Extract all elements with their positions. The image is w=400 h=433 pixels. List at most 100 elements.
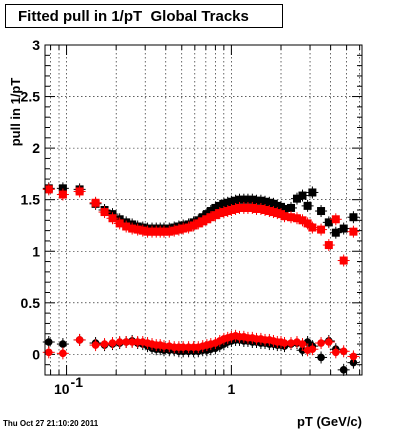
data-point	[339, 366, 348, 374]
data-point	[332, 348, 340, 357]
data-point	[280, 204, 289, 213]
data-series	[42, 182, 360, 376]
data-point	[280, 212, 289, 221]
data-point	[308, 188, 317, 197]
data-point	[248, 203, 257, 212]
data-point	[256, 196, 265, 205]
data-point	[308, 345, 317, 354]
series-red-circle	[42, 329, 360, 363]
y-tick-label: 2.5	[21, 89, 41, 105]
data-point	[256, 204, 265, 213]
y-tick-label: 1.5	[21, 192, 41, 208]
chart-title-box: Fitted pull in 1/pT Global Tracks	[5, 4, 283, 28]
data-point	[280, 339, 289, 347]
data-point	[91, 341, 100, 349]
x-axis-title: pT (GeV/c)	[297, 414, 362, 429]
data-point	[298, 340, 307, 348]
data-point	[75, 336, 84, 344]
data-point	[170, 226, 179, 235]
axis-ticks	[45, 44, 362, 376]
series-red-square	[42, 183, 360, 267]
data-point	[349, 352, 358, 361]
x-tick-label: 10	[54, 381, 70, 397]
data-point	[303, 219, 312, 228]
plot-frame	[44, 44, 363, 376]
data-point	[349, 358, 358, 367]
data-point	[115, 219, 124, 228]
data-point	[261, 206, 270, 214]
data-point	[44, 338, 53, 346]
data-point	[287, 339, 295, 347]
data-point	[308, 223, 317, 232]
data-point	[317, 207, 326, 216]
data-point	[179, 224, 188, 233]
data-point	[317, 353, 325, 362]
data-point	[128, 224, 137, 233]
data-point	[189, 221, 198, 230]
data-point	[227, 197, 236, 206]
data-point	[298, 216, 307, 225]
data-point	[198, 217, 207, 226]
data-point	[91, 198, 100, 207]
data-point	[58, 190, 67, 199]
data-point	[292, 214, 301, 223]
data-point	[174, 225, 183, 234]
data-point	[324, 218, 333, 227]
tick-labels: 0 0.5 1 1.5 2 2.5 3 10 -1 1	[21, 37, 236, 397]
data-point	[138, 226, 147, 235]
data-point	[292, 194, 301, 203]
data-point	[194, 219, 203, 228]
data-point	[339, 347, 348, 356]
data-point	[303, 201, 312, 210]
data-point	[331, 228, 340, 237]
data-point	[58, 184, 67, 193]
data-point	[211, 211, 220, 220]
data-point	[287, 203, 296, 212]
data-point	[206, 207, 215, 216]
timestamp: Thu Oct 27 21:10:20 2011	[3, 419, 99, 428]
data-point	[227, 206, 236, 214]
data-point	[317, 339, 325, 347]
data-point	[215, 209, 224, 218]
data-point	[59, 340, 67, 348]
data-point	[261, 197, 270, 206]
data-point	[108, 339, 117, 347]
data-point	[248, 195, 257, 204]
data-point	[211, 203, 220, 212]
data-point	[339, 256, 348, 265]
data-point	[184, 223, 193, 232]
data-point	[59, 349, 67, 358]
data-point	[317, 225, 326, 234]
data-point	[165, 227, 174, 236]
data-point	[339, 224, 348, 233]
data-point	[100, 208, 109, 217]
grid-lines	[45, 44, 362, 375]
data-point	[349, 213, 358, 222]
data-point	[324, 241, 333, 250]
data-point	[115, 338, 124, 346]
data-point	[325, 338, 333, 346]
y-tick-label: 1	[32, 243, 40, 259]
y-tick-label: 0	[32, 346, 40, 362]
data-point	[133, 225, 142, 234]
data-point	[265, 198, 274, 207]
data-point	[331, 215, 340, 224]
data-point	[122, 222, 131, 231]
data-point	[108, 214, 117, 223]
data-point	[215, 201, 224, 210]
data-point	[100, 340, 109, 348]
data-point	[287, 213, 296, 222]
y-tick-label: 2	[32, 140, 40, 156]
data-point	[44, 185, 53, 194]
x-tick-label: 1	[227, 381, 235, 397]
x-tick-label-exponent: -1	[71, 374, 84, 390]
data-point	[44, 348, 53, 357]
chart-title: Fitted pull in 1/pT Global Tracks	[18, 7, 249, 25]
data-point	[265, 207, 274, 216]
y-axis-title: pull in 1/pT	[8, 78, 23, 147]
data-point	[349, 227, 358, 236]
y-tick-label: 3	[32, 37, 40, 53]
data-point	[75, 187, 84, 196]
data-point	[298, 191, 307, 200]
